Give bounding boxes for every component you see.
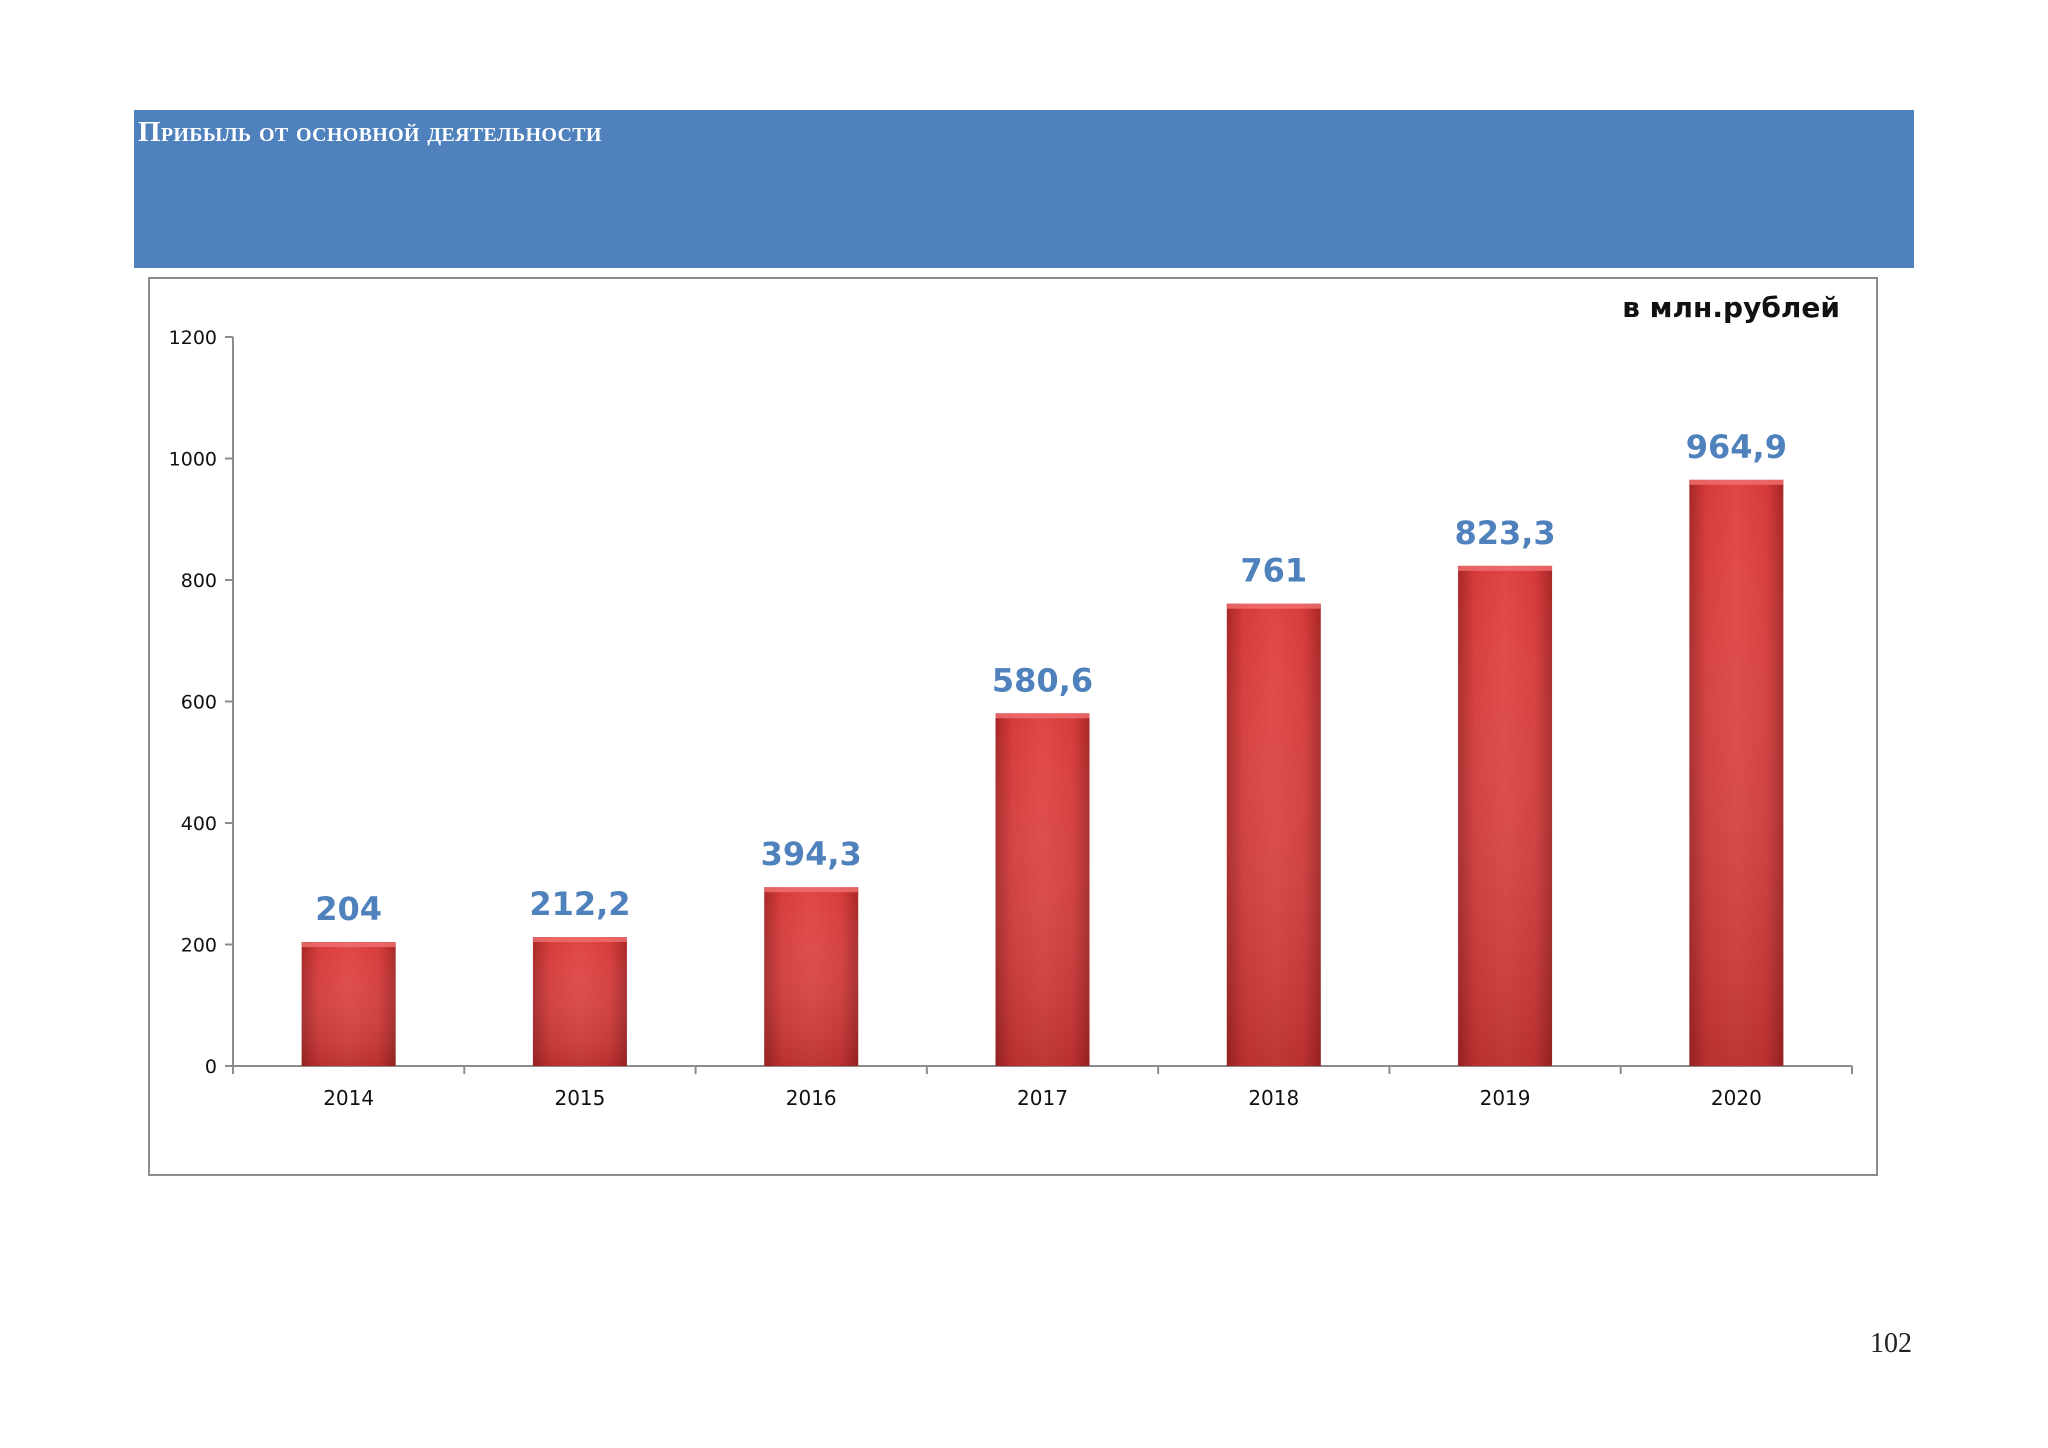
bar-cap (301, 942, 396, 948)
y-tick-label: 0 (205, 1056, 217, 1078)
page-number: 102 (1870, 1328, 1912, 1359)
bar-cap (764, 887, 859, 893)
bar-cap (1226, 603, 1321, 609)
y-tick-label: 1000 (169, 449, 217, 471)
bar-2015 (532, 937, 627, 1066)
x-category-label: 2019 (1480, 1086, 1531, 1110)
header-band: Прибыль от основной деятельности (134, 110, 1914, 268)
bar-shade (1689, 479, 1784, 1066)
bar-2020 (1689, 479, 1784, 1066)
bar-shade (995, 713, 1090, 1066)
chart-labels: 2014 204 2015 212,2 2016 394,3 2017 580,6 2018 76… (315, 428, 1787, 1110)
x-category-label: 2016 (786, 1086, 837, 1110)
bar-shade (764, 887, 859, 1066)
bar-shade (532, 937, 627, 1066)
data-label: 204 (315, 890, 382, 928)
x-category-label: 2018 (1248, 1086, 1299, 1110)
data-label: 212,2 (529, 885, 630, 923)
x-category-label: 2020 (1711, 1086, 1762, 1110)
x-category-label: 2015 (554, 1086, 605, 1110)
bar-2014 (301, 942, 396, 1066)
data-label: 761 (1240, 552, 1307, 590)
bar-2019 (1458, 565, 1553, 1066)
chart-frame: в млн.рублей 0 200 400 600 800 1000 1200 2014 2… (148, 277, 1878, 1176)
bar-shade (301, 942, 396, 1066)
bar-shade (1458, 565, 1553, 1066)
x-category-label: 2014 (323, 1086, 374, 1110)
data-label: 580,6 (992, 661, 1093, 699)
data-label: 394,3 (761, 835, 862, 873)
y-tick-label: 400 (181, 813, 217, 835)
y-tick-label: 200 (181, 935, 217, 957)
y-tick-label: 800 (181, 570, 217, 592)
y-tick-label: 1200 (169, 327, 217, 349)
chart-bars (301, 479, 1784, 1066)
bar-cap (532, 937, 627, 943)
bar-cap (995, 713, 1090, 719)
x-category-label: 2017 (1017, 1086, 1068, 1110)
bar-2017 (995, 713, 1090, 1066)
bar-2016 (764, 887, 859, 1066)
data-label: 823,3 (1454, 514, 1555, 552)
unit-label: в млн.рублей (1622, 291, 1840, 324)
bar-shade (1226, 603, 1321, 1066)
bar-cap (1458, 565, 1553, 571)
bar-2018 (1226, 603, 1321, 1066)
page-title: Прибыль от основной деятельности (138, 116, 602, 148)
bar-cap (1689, 479, 1784, 485)
y-tick-label: 600 (181, 692, 217, 714)
data-label: 964,9 (1686, 428, 1787, 466)
